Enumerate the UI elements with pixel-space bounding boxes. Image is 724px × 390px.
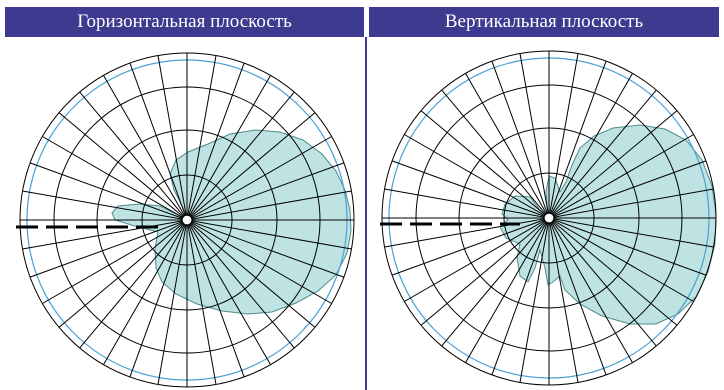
panel-divider [365,37,367,390]
horizontal-center-point [181,214,193,226]
vertical-plane-diagram [380,50,717,386]
left-panel-title: Горизонтальная плоскость [5,7,364,37]
right-panel-title: Вертикальная плоскость [369,7,719,37]
vertical-center-point [543,212,555,224]
horizontal-plane-diagram [16,52,355,388]
